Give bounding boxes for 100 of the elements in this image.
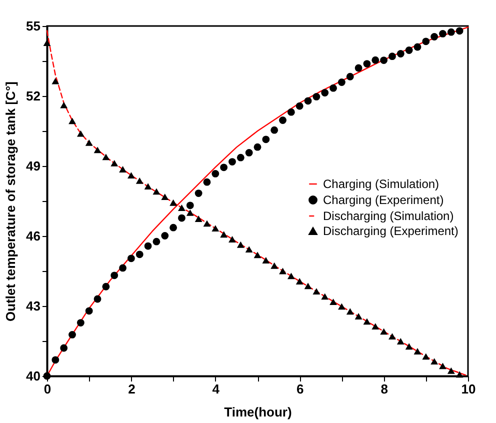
legend-label: Discharging (Simulation) xyxy=(323,209,454,223)
point xyxy=(220,231,228,238)
x-axis-title: Time(hour) xyxy=(224,404,292,420)
point xyxy=(363,318,371,325)
point xyxy=(186,202,194,210)
point xyxy=(110,160,118,166)
point xyxy=(170,224,178,232)
point xyxy=(447,367,455,374)
point xyxy=(43,40,51,46)
point xyxy=(430,33,438,40)
point xyxy=(321,293,329,300)
point xyxy=(212,225,220,232)
point xyxy=(388,333,396,340)
point xyxy=(388,52,396,60)
point xyxy=(152,188,160,195)
point xyxy=(270,126,278,134)
point xyxy=(144,242,152,250)
point xyxy=(430,358,438,365)
point xyxy=(262,136,270,144)
point xyxy=(194,216,202,222)
legend-label: Discharging (Experiment) xyxy=(323,224,458,238)
x-tick-label: 4 xyxy=(212,382,220,396)
y-axis-title: Outlet temperature of storage tank [C°] xyxy=(3,82,18,322)
point xyxy=(304,282,312,290)
point xyxy=(422,353,430,360)
point xyxy=(119,264,126,272)
point xyxy=(136,250,144,258)
legend-label: Charging (Simulation) xyxy=(323,177,440,191)
point xyxy=(178,214,186,222)
point xyxy=(414,43,422,51)
point xyxy=(194,190,202,197)
point xyxy=(152,238,160,246)
x-tick-label: 10 xyxy=(461,382,476,396)
point xyxy=(396,50,404,58)
point xyxy=(456,371,464,378)
point xyxy=(245,149,253,156)
point xyxy=(144,183,152,190)
point xyxy=(439,362,446,370)
point xyxy=(422,38,430,46)
point xyxy=(161,194,169,200)
point xyxy=(380,328,388,335)
y-tick-label: 40 xyxy=(26,368,40,384)
point xyxy=(203,220,211,227)
point xyxy=(119,166,126,172)
point xyxy=(354,313,362,320)
point xyxy=(338,78,346,86)
point xyxy=(414,348,422,354)
point xyxy=(102,282,110,290)
point xyxy=(94,295,102,303)
point xyxy=(363,60,371,68)
point xyxy=(102,154,110,160)
point xyxy=(76,130,84,137)
point xyxy=(346,308,354,315)
point xyxy=(254,252,262,258)
point xyxy=(262,257,270,264)
legend-label: Charging (Experiment) xyxy=(323,193,444,207)
point xyxy=(136,177,144,184)
point xyxy=(296,102,304,110)
point xyxy=(127,254,135,262)
point xyxy=(161,232,169,240)
point xyxy=(178,204,186,211)
point xyxy=(447,28,455,36)
point xyxy=(220,164,228,172)
point xyxy=(354,64,362,72)
point xyxy=(60,102,68,108)
point xyxy=(279,116,286,124)
point xyxy=(439,30,446,38)
point xyxy=(236,241,244,248)
point xyxy=(52,78,60,84)
point xyxy=(287,108,295,116)
y-tick-label: 43 xyxy=(26,298,40,314)
point xyxy=(245,246,253,253)
point xyxy=(338,303,346,310)
x-tick-label: 0 xyxy=(44,382,52,396)
point xyxy=(321,89,329,96)
point xyxy=(94,146,102,154)
point xyxy=(346,72,354,80)
point xyxy=(254,143,262,151)
point xyxy=(279,268,286,274)
point xyxy=(312,288,320,295)
point xyxy=(270,262,278,269)
point xyxy=(456,27,464,35)
x-tick-label: 6 xyxy=(296,382,304,396)
point xyxy=(228,236,236,242)
point xyxy=(330,298,337,306)
point xyxy=(236,154,244,162)
point xyxy=(372,323,380,330)
y-tick-label: 49 xyxy=(26,158,40,174)
point xyxy=(110,272,118,280)
point xyxy=(170,199,178,206)
point xyxy=(212,170,220,178)
point xyxy=(85,307,93,315)
point xyxy=(380,56,388,64)
point xyxy=(312,93,320,100)
point xyxy=(85,139,93,146)
y-tick-label: 55 xyxy=(26,18,40,34)
x-tick-label: 8 xyxy=(380,382,388,396)
point xyxy=(68,331,76,338)
point xyxy=(396,338,404,344)
point xyxy=(186,209,194,216)
